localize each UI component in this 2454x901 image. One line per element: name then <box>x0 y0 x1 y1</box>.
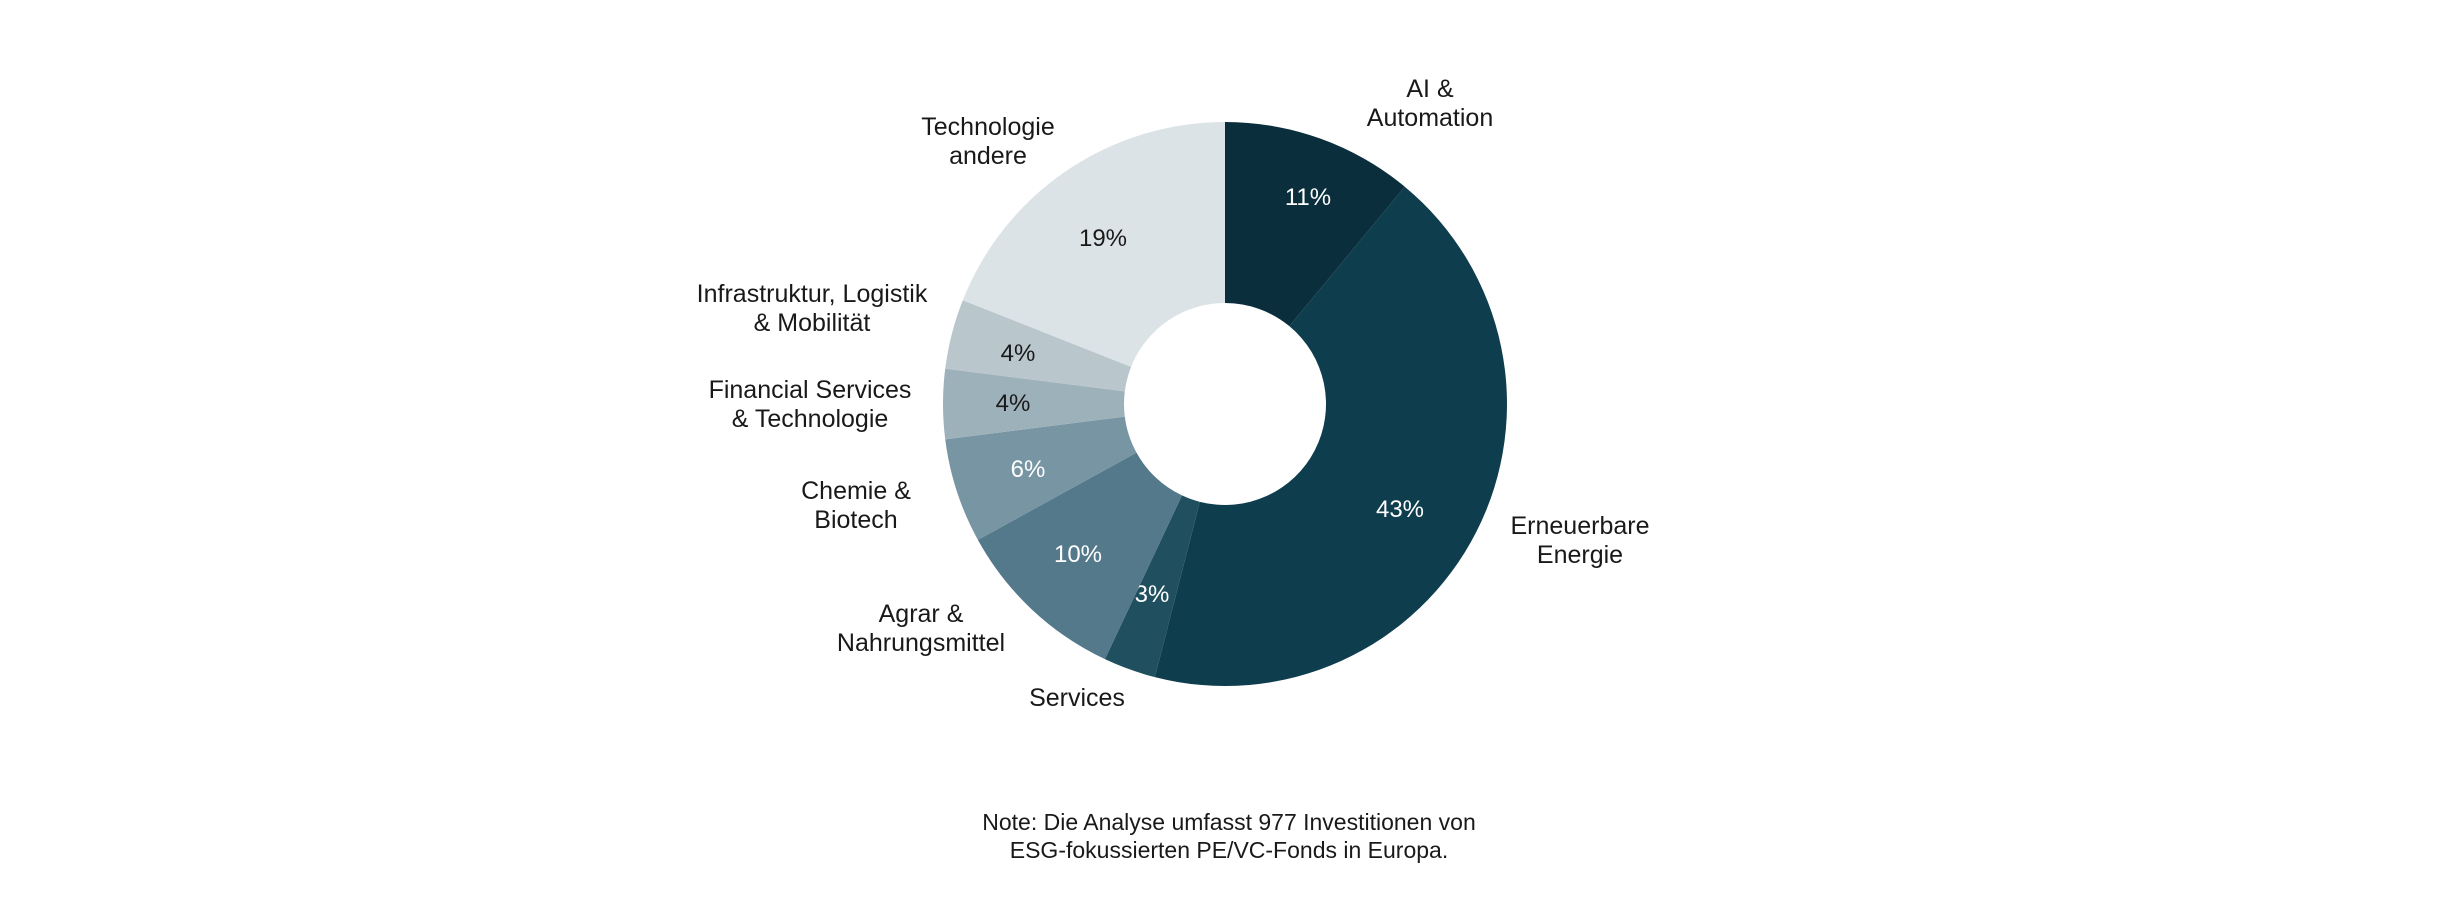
segment-label-ai-automation: AI & Automation <box>1367 75 1493 132</box>
pct-label-chemie-biotech: 6% <box>1011 456 1046 483</box>
slice-agrar-nahrungsmittel <box>977 452 1182 660</box>
pct-label-technologie-andere: 19% <box>1079 225 1127 252</box>
slice-chemie-biotech <box>945 416 1137 540</box>
pct-label-erneuerbare-energie: 43% <box>1376 496 1424 523</box>
slice-services <box>1104 495 1200 678</box>
segment-label-financial-services-technologie: Financial Services & Technologie <box>709 376 912 433</box>
pct-label-infrastruktur-logistik-mobilit-t: 4% <box>1001 340 1036 367</box>
segment-label-technologie-andere: Technologie andere <box>921 113 1054 170</box>
chart-note: Note: Die Analyse umfasst 977 Investitio… <box>879 808 1579 864</box>
segment-label-chemie-biotech: Chemie & Biotech <box>801 477 911 534</box>
segment-label-agrar-nahrungsmittel: Agrar & Nahrungsmittel <box>837 600 1005 657</box>
note-line-1: Note: Die Analyse umfasst 977 Investitio… <box>982 809 1476 835</box>
pct-label-agrar-nahrungsmittel: 10% <box>1054 541 1102 568</box>
segment-label-erneuerbare-energie: Erneuerbare Energie <box>1511 512 1650 569</box>
slice-erneuerbare-energie <box>1154 186 1507 686</box>
pct-label-services: 3% <box>1135 581 1170 608</box>
slice-financial-services-technologie <box>942 368 1125 440</box>
segment-label-infrastruktur-logistik-mobilit-t: Infrastruktur, Logistik & Mobilität <box>697 280 928 337</box>
slice-infrastruktur-logistik-mobilit-t <box>945 300 1132 392</box>
slice-technologie-andere <box>962 122 1225 367</box>
pct-label-financial-services-technologie: 4% <box>996 390 1031 417</box>
slice-ai-automation <box>1225 122 1405 327</box>
segment-label-services: Services <box>1029 684 1125 712</box>
note-line-2: ESG-fokussierten PE/VC-Fonds in Europa. <box>1009 837 1449 863</box>
pct-label-ai-automation: 11% <box>1285 184 1331 211</box>
